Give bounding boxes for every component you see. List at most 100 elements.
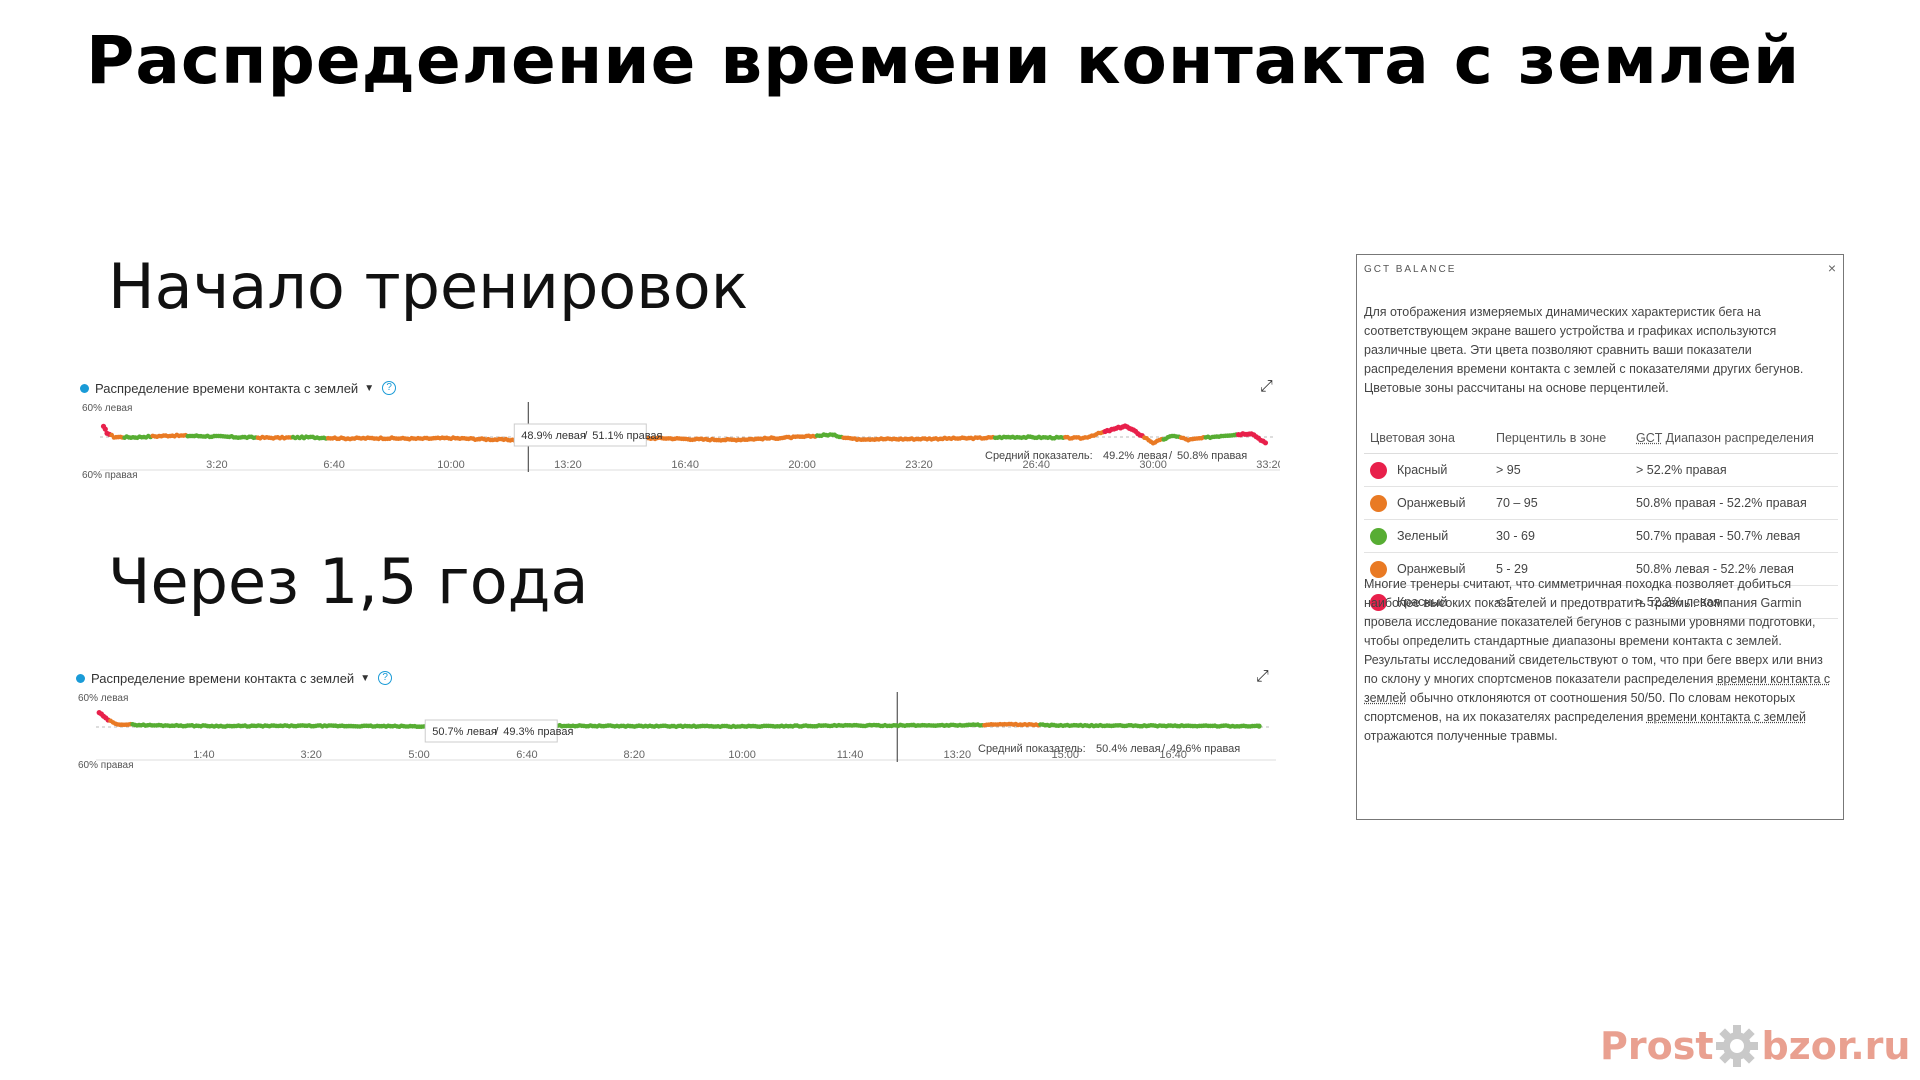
- tooltip-left: 48.9% левая: [521, 430, 586, 442]
- zone-cell: Оранжевый: [1364, 486, 1490, 520]
- data-series: [100, 423, 1269, 446]
- chart-after: Распределение времени контакта с землей …: [76, 668, 1276, 788]
- zone-cell: Оранжевый: [1364, 552, 1490, 586]
- tooltip-right: 49.3% правая: [503, 726, 573, 738]
- logo-text-right: bzor.ru: [1761, 1024, 1911, 1068]
- panel-title: GCT BALANCE: [1364, 264, 1457, 275]
- help-icon[interactable]: ?: [378, 671, 393, 685]
- section-label-after: Через 1,5 года: [108, 545, 589, 618]
- zone-dot-icon: [1370, 461, 1387, 479]
- gct-abbr: GCT: [1636, 431, 1663, 445]
- percentile-cell: < 5: [1490, 585, 1630, 619]
- caret-down-icon[interactable]: ▼: [360, 672, 371, 684]
- data-point: [1256, 723, 1262, 729]
- zone-label: Зеленый: [1397, 528, 1449, 543]
- percentile-cell: 30 - 69: [1490, 519, 1630, 553]
- zone-label: Оранжевый: [1397, 495, 1466, 510]
- data-series: [96, 710, 1262, 730]
- zone-dot-icon: [1370, 593, 1387, 611]
- tooltip: 50.7% левая/ 49.3% правая: [424, 719, 574, 743]
- x-tick-label: 6:40: [516, 749, 537, 761]
- table-header-row: Цветовая зона Перцентиль в зоне GCT Диап…: [1364, 423, 1838, 454]
- chart-plot: 60% левая 60% правая 3:20 6:40 10:00 13:20 16:…: [82, 402, 1280, 481]
- gct-link[interactable]: времени контакта с землей: [1364, 672, 1831, 705]
- caret-down-icon[interactable]: ▼: [364, 382, 375, 394]
- table-row: Красный < 5 > 52.2% левая: [1364, 585, 1838, 619]
- zone-cell: Зеленый: [1364, 519, 1490, 553]
- dot-icon: [76, 673, 85, 683]
- col-range: GCT Диапазон распределения: [1630, 423, 1838, 454]
- tooltip-box: [513, 423, 647, 447]
- tooltip-sep: /: [495, 726, 499, 738]
- x-tick-label: 30:00: [1139, 459, 1167, 471]
- body-text: отражаются полученные травмы.: [1364, 729, 1558, 743]
- average-right: 50.8% правая: [1177, 450, 1247, 462]
- expand-icon[interactable]: ⤢: [1256, 668, 1269, 685]
- panel-intro: Для отображения измеряемых динамических …: [1364, 305, 1804, 395]
- x-tick-label: 10:00: [437, 459, 465, 471]
- site-logo: Prost bzor.ru: [1600, 1022, 1910, 1070]
- gct-link[interactable]: времени контакта с землей: [1646, 710, 1807, 724]
- average-label: Средний показатель:: [985, 450, 1093, 462]
- zone-label: Красный: [1397, 594, 1448, 609]
- expand-icon[interactable]: ⤢: [1260, 378, 1273, 395]
- average-left: 50.4% левая: [1096, 743, 1161, 755]
- x-tick-label: 16:40: [1159, 749, 1187, 761]
- range-cell: > 52.2% правая: [1630, 453, 1838, 487]
- range-cell: 50.7% правая - 50.7% левая: [1630, 519, 1838, 553]
- zone-dot-icon: [1370, 494, 1387, 512]
- x-tick-label: 11:40: [837, 749, 864, 761]
- gear-icon: [1716, 1025, 1759, 1067]
- chart-title: Распределение времени контакта с землей: [91, 670, 355, 686]
- x-tick-label: 15:00: [1051, 749, 1079, 761]
- x-tick-label: 1:40: [193, 749, 214, 761]
- x-tick-label: 3:20: [206, 459, 227, 471]
- close-icon[interactable]: ×: [1827, 260, 1836, 276]
- table-row: Оранжевый 70 – 95 50.8% правая - 52.2% пра…: [1364, 486, 1838, 520]
- x-tick-label: 20:00: [788, 459, 816, 471]
- x-tick-label: 10:00: [728, 749, 756, 761]
- y-label-top: 60% левая: [78, 693, 128, 704]
- y-label-top: 60% левая: [82, 403, 132, 414]
- average-right: 49.6% правая: [1170, 743, 1240, 755]
- tooltip-box: [424, 719, 558, 743]
- x-tick-label: 8:20: [624, 749, 645, 761]
- x-tick-label: 26:40: [1022, 459, 1050, 471]
- chart-header[interactable]: Распределение времени контакта с землей …: [76, 668, 393, 688]
- chart-start: Распределение времени контакта с землей …: [80, 378, 1280, 498]
- x-tick-label: 13:20: [944, 749, 972, 761]
- zone-cell: Красный: [1364, 453, 1490, 487]
- average-label: Средний показатель:: [978, 743, 1086, 755]
- x-tick-label: 13:20: [554, 459, 582, 471]
- slide-title: Распределение времени контакта с землей: [86, 22, 1801, 99]
- tooltip: 48.9% левая/ 51.1% правая: [513, 423, 663, 447]
- tooltip-left: 50.7% левая: [432, 726, 497, 738]
- table-row: Красный > 95 > 52.2% правая: [1364, 453, 1838, 487]
- x-tick-label: 6:40: [323, 459, 344, 471]
- average-sep: /: [1169, 450, 1173, 462]
- average-sep: /: [1162, 743, 1166, 755]
- average-readout: Средний показатель: 49.2% левая/ 50.8% пра…: [985, 450, 1247, 462]
- x-tick-label: 33:20: [1256, 459, 1280, 471]
- tooltip-sep: /: [584, 430, 588, 442]
- zone-cell: Красный: [1364, 585, 1490, 619]
- table-row: Зеленый 30 - 69 50.7% правая - 50.7% левая: [1364, 519, 1838, 553]
- data-point: [1262, 440, 1269, 446]
- range-cell: 50.8% правая - 52.2% правая: [1630, 486, 1838, 520]
- percentile-cell: 70 – 95: [1490, 486, 1630, 520]
- percentile-cell: > 95: [1490, 453, 1630, 487]
- chart-header[interactable]: Распределение времени контакта с землей …: [80, 378, 397, 398]
- help-icon[interactable]: ?: [382, 381, 397, 395]
- data-point: [102, 426, 108, 432]
- average-readout: Средний показатель: 50.4% левая/ 49.6% пра…: [978, 743, 1240, 755]
- body-text: Многие тренеры считают, что симметричная…: [1364, 577, 1823, 686]
- x-tick-label: 23:20: [905, 459, 933, 471]
- col-range-label: Диапазон распределения: [1665, 431, 1814, 445]
- body-text: обычно отклоняются от соотношения 50/50.…: [1364, 691, 1796, 724]
- panel-body: Многие тренеры считают, что симметричная…: [1364, 575, 1838, 746]
- col-percentile: Перцентиль в зоне: [1490, 423, 1630, 454]
- gct-balance-panel: GCT BALANCE × Для отображения измеряемых…: [1356, 254, 1844, 820]
- range-cell: > 52.2% левая: [1630, 585, 1838, 619]
- logo-text-left: Prost: [1600, 1024, 1714, 1068]
- chart-plot: 60% левая 60% правая 1:40 3:20 5:00 6:40 8:20 1…: [78, 692, 1276, 771]
